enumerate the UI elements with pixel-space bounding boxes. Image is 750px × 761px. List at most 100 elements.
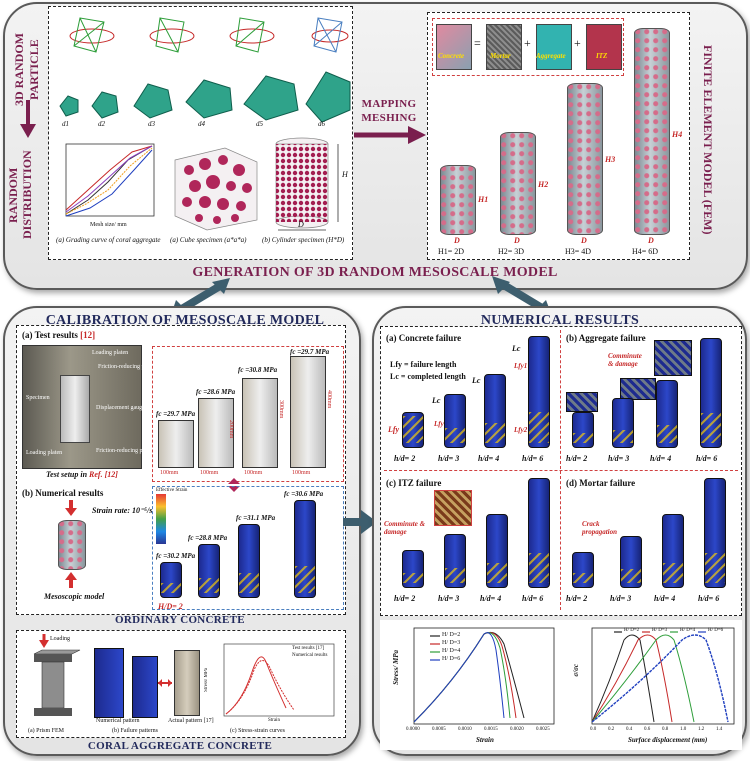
- hd-c-1: h/d= 2: [394, 594, 416, 603]
- legend2-4: H/ D=6: [708, 628, 724, 633]
- hd-d-4: h/d= 6: [698, 594, 720, 603]
- aggregate-failure-2: [612, 398, 634, 448]
- fem-d-2: D: [514, 236, 520, 245]
- setup-label-1: Loading platen: [92, 350, 129, 356]
- fem-cylinder-4: [634, 28, 670, 235]
- cylinder-caption: (b) Cylinder specimen (H*D): [262, 236, 345, 244]
- fem-d-4: D: [648, 236, 654, 245]
- plot1-xlabel: Strain: [476, 736, 494, 744]
- hd-d-1: h/d= 2: [566, 594, 588, 603]
- setup-label-4: Displacement gauge: [96, 405, 145, 411]
- plus-sign-2: +: [574, 36, 581, 50]
- aggregate-failure-1: [572, 412, 594, 448]
- mapping-arrow-icon: [354, 126, 426, 144]
- hd-a-2: h/d= 3: [438, 454, 460, 463]
- hd-c-4: h/d= 6: [522, 594, 544, 603]
- curve-xlabel: Strain: [268, 718, 280, 723]
- composition-itz: ITZ: [596, 52, 608, 60]
- lc-mark-3: Lc: [472, 376, 481, 385]
- concrete-failure-4: [528, 336, 550, 448]
- specimen-fc-2: fc =28.6 MPa: [196, 388, 236, 396]
- plot2-tick-5: 0.8: [662, 727, 669, 732]
- hd-b-1: h/d= 2: [566, 454, 588, 463]
- specimen-photo-4: [290, 356, 326, 468]
- plot1-tick-5: 0.0020: [510, 727, 524, 732]
- meshing-label: MESHING: [361, 112, 417, 124]
- dim-100-1: 100mm: [160, 470, 179, 476]
- fem-cylinder-3: [567, 83, 603, 235]
- legend1-2: H/ D=3: [442, 640, 461, 646]
- dim-d-label: D: [298, 220, 304, 229]
- loading-down-icon: [65, 500, 77, 516]
- fem-label-1: H1= 2D: [438, 247, 465, 256]
- particle-sketches: [69, 17, 349, 53]
- setup-caption-text: Test setup in: [46, 470, 88, 479]
- dim-100-3: 100mm: [244, 470, 263, 476]
- setup-specimen: [60, 375, 90, 443]
- fem-label-2: H2= 3D: [498, 247, 525, 256]
- dim-400: 400mm: [326, 390, 332, 409]
- hd-a-1: h/d= 2: [394, 454, 416, 463]
- displacement-plot: [591, 627, 735, 725]
- grading-axis-label: Mesh size/ mm: [90, 222, 127, 228]
- fem-label-4: H4= 6D: [632, 247, 659, 256]
- cylinder-specimen: [275, 137, 339, 231]
- plot2-ylabel: σ/σc: [572, 664, 580, 677]
- failure-divider-h: [384, 470, 738, 471]
- hd-b-4: h/d= 6: [696, 454, 718, 463]
- num-fc-3: fc =31.1 MPa: [236, 514, 276, 522]
- double-arrow-icon: [228, 478, 240, 492]
- mortar-failure-1: [572, 552, 594, 588]
- equals-sign: =: [474, 36, 481, 50]
- fem-d-1: D: [454, 236, 460, 245]
- curve-ylabel: Stress/ MPa: [204, 668, 209, 693]
- coral-caption-3: (c) Stress-strain curves: [230, 728, 285, 734]
- concrete-failure-3: [484, 374, 506, 448]
- plot1-tick-4: 0.0015: [484, 727, 498, 732]
- dim-100-2: 100mm: [200, 470, 219, 476]
- specimen-fc-1: fc =29.7 MPa: [156, 410, 196, 418]
- hd-b-3: h/d= 4: [650, 454, 672, 463]
- composition-mortar: Mortar: [490, 52, 511, 60]
- left-title: CALIBRATION OF MESOSCALE MODEL: [45, 313, 325, 328]
- test-results-ref: [12]: [80, 330, 96, 340]
- plot2-tick-2: 0.2: [608, 727, 615, 732]
- comminute-label-2: Comminute & damage: [384, 520, 426, 536]
- itz-failure-4: [528, 478, 550, 588]
- down-arrow-icon: [20, 100, 36, 138]
- plus-sign-1: +: [524, 36, 531, 50]
- dim-h-label: H: [342, 170, 348, 179]
- itz-failure-1: [402, 550, 424, 588]
- loading-up-icon: [65, 572, 77, 588]
- itz-block: [586, 24, 622, 70]
- actual-pattern-label: Actual pattern [17]: [168, 718, 214, 724]
- plot2-tick-1: 0.0: [590, 727, 597, 732]
- lfy-definition: Lfy = failure length: [390, 360, 457, 369]
- fem-h2: H2: [538, 180, 549, 189]
- fem-side-title: FINITE ELEMENT MODEL (FEM): [701, 45, 715, 235]
- mortar-failure-4: [704, 478, 726, 588]
- setup-label-2: Friction-reducing pad: [98, 364, 151, 370]
- effective-strain-legend: [156, 494, 166, 544]
- plot1-tick-1: 0.0000: [406, 727, 420, 732]
- mortar-failure-3: [662, 514, 684, 588]
- lc-mark-2: Lc: [432, 396, 441, 405]
- plot2-xlabel: Surface displacement (mm): [628, 736, 708, 744]
- dim-200: 200mm: [228, 420, 234, 439]
- lfy-mark-1: Lfy: [388, 425, 400, 434]
- num-fc-4: fc =30.6 MPa: [284, 490, 324, 498]
- aggregate-zoom-3: [620, 378, 656, 400]
- fem-d-3: D: [581, 236, 587, 245]
- fem-h4: H4: [672, 130, 683, 139]
- concrete-failure-2: [444, 394, 466, 448]
- actual-pattern-photo: [174, 650, 200, 716]
- polyhedra-row: [59, 71, 351, 123]
- comminute-label-1: Comminute & damage: [608, 352, 642, 368]
- aggregate-block: [536, 24, 572, 70]
- plot1-tick-3: 0.0010: [458, 727, 472, 732]
- plot1-tick-6: 0.0025: [536, 727, 550, 732]
- particle-label-3: d3: [148, 120, 155, 128]
- legend1-4: H/ D=6: [442, 656, 461, 662]
- fem-cylinder-2: [500, 132, 536, 235]
- coral-title: CORAL AGGREGATE CONCRETE: [87, 740, 273, 752]
